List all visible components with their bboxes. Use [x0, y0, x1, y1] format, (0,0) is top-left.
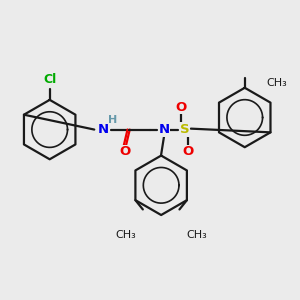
Text: Cl: Cl: [43, 73, 56, 86]
Text: CH₃: CH₃: [186, 230, 207, 240]
Text: O: O: [182, 146, 194, 158]
Text: CH₃: CH₃: [267, 78, 288, 88]
Text: N: N: [98, 123, 109, 136]
Text: S: S: [180, 123, 189, 136]
Text: CH₃: CH₃: [116, 230, 136, 240]
Text: O: O: [119, 146, 130, 158]
Text: O: O: [175, 101, 186, 114]
Text: H: H: [108, 115, 118, 125]
Text: N: N: [158, 123, 169, 136]
